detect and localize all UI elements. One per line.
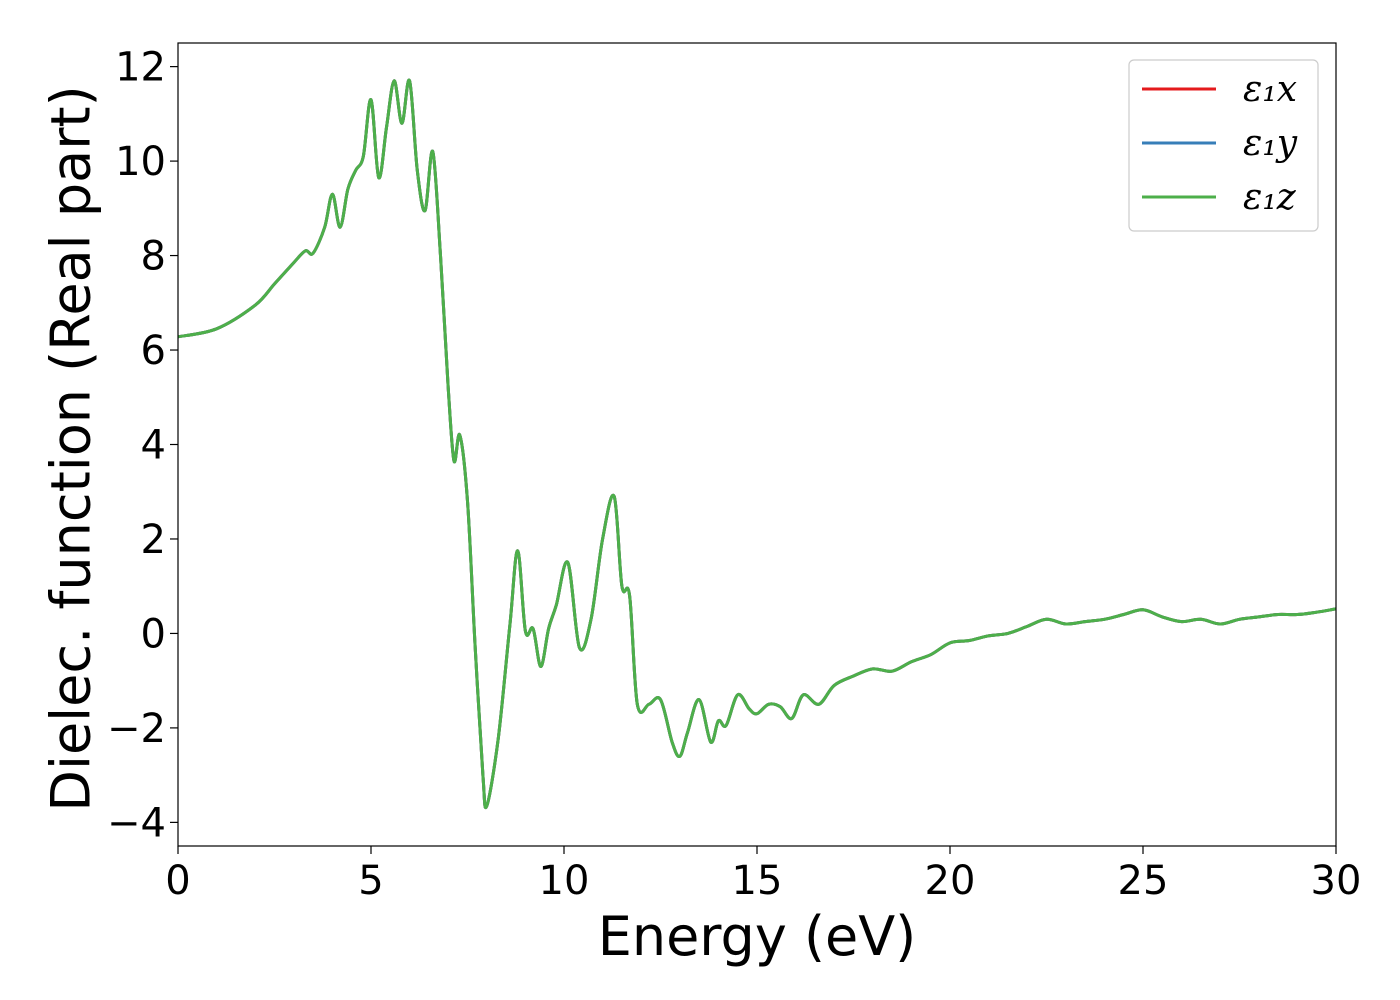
series-line-3 [178, 78, 1336, 809]
legend-label-3: ε₁z [1243, 177, 1297, 218]
y-tick-label: −2 [107, 706, 166, 752]
x-tick-label: 5 [358, 858, 383, 904]
y-tick-label: 10 [115, 139, 166, 185]
y-tick-label: 4 [141, 423, 166, 469]
y-tick-label: 2 [141, 517, 166, 563]
series-layer [178, 78, 1336, 809]
x-tick-label: 30 [1311, 858, 1362, 904]
y-tick-label: 8 [141, 234, 166, 280]
y-tick-label: 0 [141, 611, 166, 657]
legend: ε₁x ε₁y ε₁z [1128, 59, 1319, 232]
legend-label-2: ε₁y [1243, 123, 1298, 164]
x-axis-ticks: 0 5 10 15 20 25 30 [165, 846, 1361, 904]
x-tick-label: 20 [925, 858, 976, 904]
x-tick-label: 10 [539, 858, 590, 904]
x-tick-label: 25 [1118, 858, 1169, 904]
x-axis-title: Energy (eV) [598, 905, 917, 968]
legend-box [1128, 59, 1319, 232]
y-axis-ticks: −4 −2 0 2 4 6 8 10 12 [107, 45, 178, 846]
y-tick-label: −4 [107, 800, 166, 846]
x-tick-label: 0 [165, 858, 190, 904]
legend-label-1: ε₁x [1243, 69, 1297, 110]
y-tick-label: 6 [141, 328, 166, 374]
y-tick-label: 12 [115, 45, 166, 91]
x-tick-label: 15 [732, 858, 783, 904]
y-axis-title: Dielec. function (Real part) [40, 85, 103, 811]
